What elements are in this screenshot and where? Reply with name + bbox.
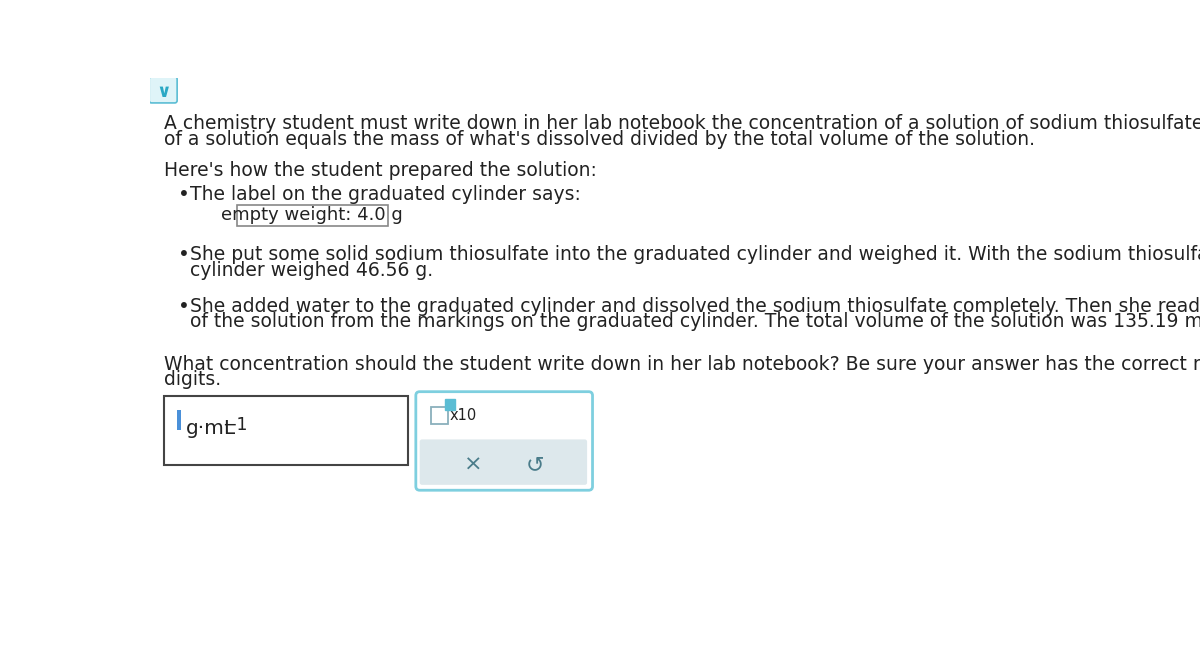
Text: digits.: digits. <box>164 370 221 389</box>
Text: ↺: ↺ <box>526 455 544 475</box>
FancyBboxPatch shape <box>416 391 593 490</box>
Text: •: • <box>178 245 190 264</box>
Text: What concentration should the student write down in her lab notebook? Be sure yo: What concentration should the student wr… <box>164 355 1200 374</box>
Text: ×: × <box>464 455 484 475</box>
Text: •: • <box>178 297 190 316</box>
Bar <box>444 399 455 410</box>
Text: of the solution from the markings on the graduated cylinder. The total volume of: of the solution from the markings on the… <box>191 313 1200 331</box>
Text: g·mL: g·mL <box>186 419 235 437</box>
FancyBboxPatch shape <box>149 77 178 103</box>
Text: ∨: ∨ <box>156 83 170 101</box>
Bar <box>236 205 388 226</box>
FancyBboxPatch shape <box>420 439 587 485</box>
Text: She added water to the graduated cylinder and dissolved the sodium thiosulfate c: She added water to the graduated cylinde… <box>191 297 1200 316</box>
Bar <box>431 407 448 424</box>
Text: x10: x10 <box>450 408 478 423</box>
Text: of a solution equals the mass of what's dissolved divided by the total volume of: of a solution equals the mass of what's … <box>164 130 1034 149</box>
Text: •: • <box>178 185 190 204</box>
Text: A chemistry student must write down in her lab notebook the concentration of a s: A chemistry student must write down in h… <box>164 114 1200 134</box>
Text: Here's how the student prepared the solution:: Here's how the student prepared the solu… <box>164 161 596 180</box>
Text: She put some solid sodium thiosulfate into the graduated cylinder and weighed it: She put some solid sodium thiosulfate in… <box>191 245 1200 264</box>
Text: The label on the graduated cylinder says:: The label on the graduated cylinder says… <box>191 185 581 204</box>
Text: empty weight: 4.0 g: empty weight: 4.0 g <box>222 206 403 224</box>
Bar <box>178 410 181 430</box>
Text: −1: −1 <box>222 415 247 433</box>
Text: cylinder weighed 46.56 g.: cylinder weighed 46.56 g. <box>191 261 433 280</box>
Bar <box>164 395 408 465</box>
